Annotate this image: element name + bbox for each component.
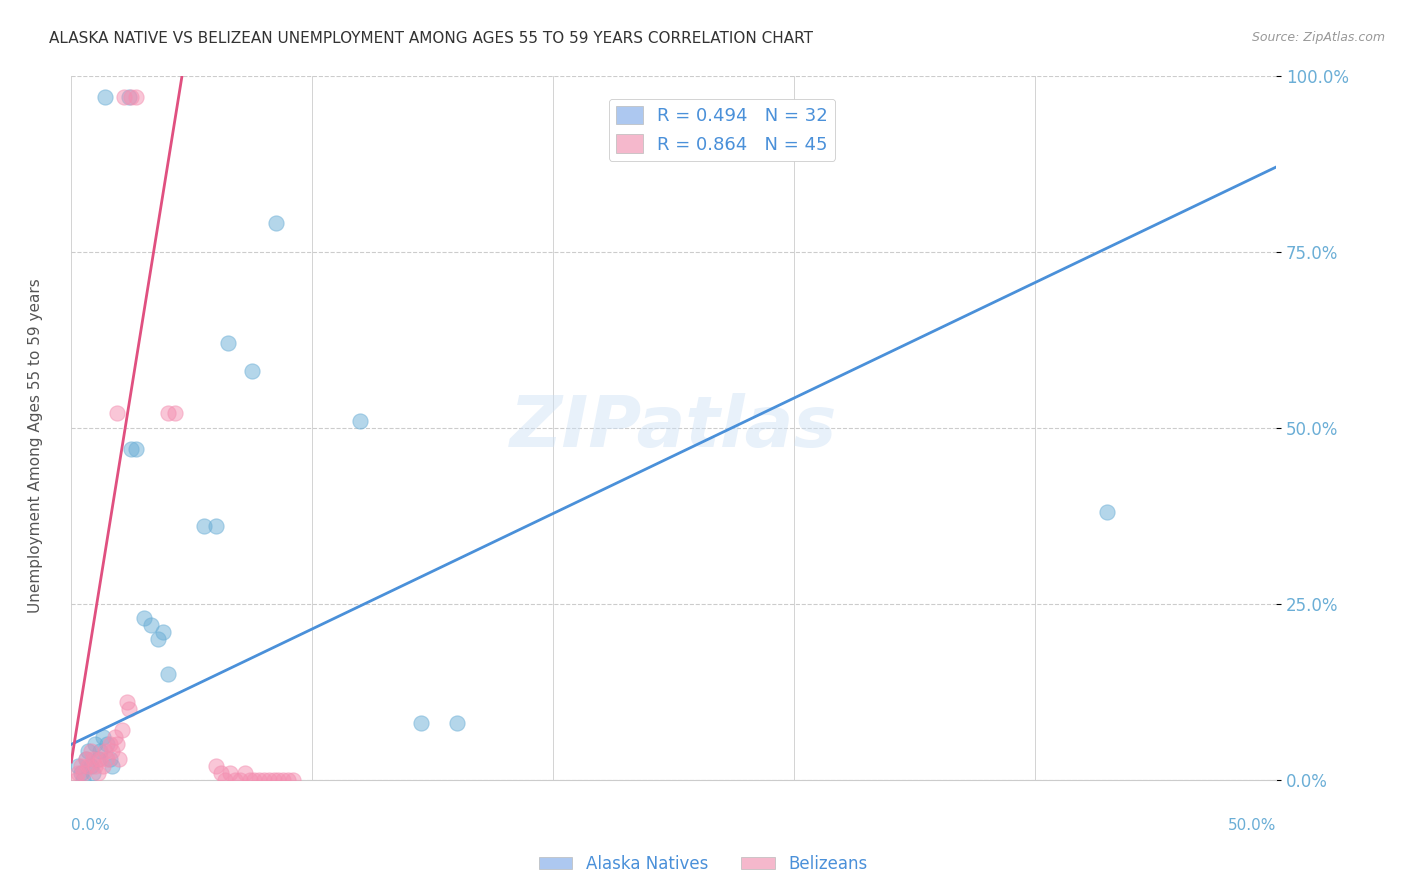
Point: [281, 772, 304, 787]
Point: [98, 738, 121, 752]
Legend: Alaska Natives, Belizeans: Alaska Natives, Belizeans: [533, 848, 873, 880]
Point: [193, 519, 215, 533]
Point: [65, 772, 87, 787]
Point: [349, 413, 371, 427]
Point: [224, 772, 246, 787]
Point: [82, 751, 104, 765]
Point: [409, 716, 432, 731]
Point: [84, 758, 107, 772]
Point: [253, 772, 276, 787]
Point: [118, 702, 141, 716]
Point: [77, 758, 100, 772]
Point: [247, 772, 270, 787]
Point: [101, 744, 124, 758]
Point: [108, 751, 131, 765]
Text: 50.0%: 50.0%: [1227, 818, 1277, 833]
Point: [271, 772, 294, 787]
Point: [87, 751, 110, 765]
Point: [209, 765, 232, 780]
Point: [89, 751, 111, 765]
Point: [243, 772, 266, 787]
Point: [72, 772, 94, 787]
Point: [121, 442, 143, 456]
Point: [96, 738, 118, 752]
Point: [446, 716, 468, 731]
Point: [214, 772, 236, 787]
Point: [163, 407, 186, 421]
Point: [257, 772, 280, 787]
Point: [67, 758, 90, 772]
Point: [229, 772, 252, 787]
Point: [139, 617, 162, 632]
Text: ZIPatlas: ZIPatlas: [510, 393, 838, 462]
Point: [105, 738, 128, 752]
Point: [70, 758, 93, 772]
Point: [101, 758, 124, 772]
Point: [112, 89, 135, 103]
Point: [156, 667, 179, 681]
Point: [263, 772, 285, 787]
Point: [94, 744, 117, 758]
Point: [156, 407, 179, 421]
Point: [277, 772, 299, 787]
Point: [152, 624, 174, 639]
Point: [72, 765, 94, 780]
Point: [75, 751, 97, 765]
Point: [98, 751, 121, 765]
Point: [240, 364, 263, 378]
Point: [115, 695, 138, 709]
Point: [125, 89, 148, 103]
Point: [89, 744, 111, 758]
Point: [1097, 505, 1119, 519]
Legend: R = 0.494   N = 32, R = 0.864   N = 45: R = 0.494 N = 32, R = 0.864 N = 45: [609, 99, 835, 161]
Point: [87, 765, 110, 780]
Point: [79, 758, 101, 772]
Point: [91, 731, 114, 745]
Point: [82, 765, 104, 780]
Text: 0.0%: 0.0%: [72, 818, 110, 833]
Text: Source: ZipAtlas.com: Source: ZipAtlas.com: [1251, 31, 1385, 45]
Point: [91, 758, 114, 772]
Point: [94, 89, 117, 103]
Point: [79, 744, 101, 758]
Point: [125, 442, 148, 456]
Point: [132, 610, 155, 624]
Point: [217, 336, 239, 351]
Point: [238, 772, 260, 787]
Point: [205, 519, 228, 533]
Point: [75, 751, 97, 765]
Point: [104, 731, 127, 745]
Point: [70, 765, 93, 780]
Point: [105, 407, 128, 421]
Point: [84, 738, 107, 752]
Point: [121, 89, 143, 103]
Text: ALASKA NATIVE VS BELIZEAN UNEMPLOYMENT AMONG AGES 55 TO 59 YEARS CORRELATION CHA: ALASKA NATIVE VS BELIZEAN UNEMPLOYMENT A…: [49, 31, 813, 46]
Point: [219, 765, 242, 780]
Point: [264, 216, 287, 230]
Point: [77, 744, 100, 758]
Point: [111, 723, 134, 738]
Point: [233, 765, 256, 780]
Point: [267, 772, 290, 787]
Text: Unemployment Among Ages 55 to 59 years: Unemployment Among Ages 55 to 59 years: [28, 278, 42, 614]
Point: [146, 632, 169, 646]
Point: [67, 765, 90, 780]
Point: [96, 751, 118, 765]
Point: [205, 758, 228, 772]
Point: [118, 89, 141, 103]
